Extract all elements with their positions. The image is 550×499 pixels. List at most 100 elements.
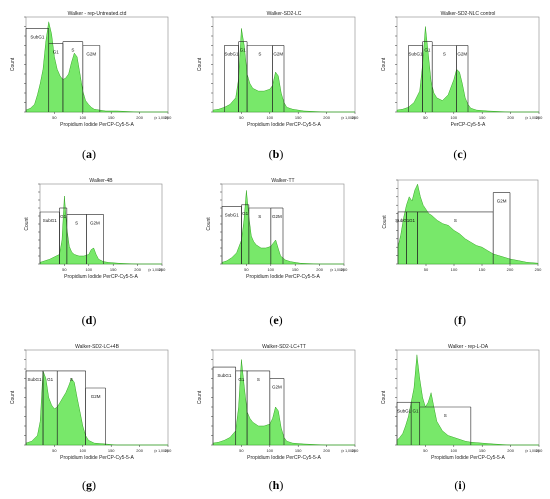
gate-label: S <box>71 48 74 53</box>
gate-label: G2M <box>457 52 467 57</box>
x-axis-label: PerCP-Cy5-5-A <box>451 122 486 128</box>
histogram-e: Walker-TT SubG1 G1 S G2M Count 50 100 150 200 250(… <box>206 178 348 280</box>
gate-label: G1 <box>53 50 60 55</box>
histogram-area <box>221 190 344 265</box>
y-axis-label: Count <box>381 390 387 404</box>
x-unit-label: (x 1,000) <box>341 449 355 453</box>
histogram-i: Walker - rep-L-DA SubG1 G1 S Count 50 100 150 20… <box>381 344 543 461</box>
x-tick-label: 250 <box>352 448 359 453</box>
histogram-f: SubG1 G1 S G2M Count 50 100 150 200 250 <box>382 179 542 272</box>
chart-panel-a: Walker - rep-Untreated.ctd SubG1 G1 S G2M Cou… <box>4 5 174 140</box>
x-tick-label: 100 <box>79 448 86 453</box>
panel-caption-e: (e) <box>269 313 283 327</box>
gate-label: G2M <box>91 394 101 399</box>
gate-label: SubG1 <box>395 218 410 223</box>
x-tick-label: 150 <box>292 267 299 272</box>
x-tick-label: 50 <box>239 448 244 453</box>
x-axis-label: Propidium Iodide PerCP-Cy5-5-A <box>60 455 134 461</box>
x-tick-label: 250 <box>165 448 172 453</box>
panel-caption-c: (c) <box>453 147 467 161</box>
x-tick-label: 50 <box>52 115 57 120</box>
x-axis-label: Propidium Iodide PerCP-Cy5-5-A <box>246 274 320 280</box>
panel-title: Walker-SD2-LC+TT <box>262 344 306 350</box>
x-tick-label: 200 <box>507 267 514 272</box>
x-tick-label: 50 <box>239 115 244 120</box>
x-tick-label: 150 <box>295 115 302 120</box>
gate-label: G1 <box>60 214 67 219</box>
panel-title: Walker - rep-Untreated.ctd <box>68 11 127 17</box>
chart-panel-b: Walker-SD2-LC SubG1 G1 S G2M Count 50 100 150 200… <box>191 5 361 140</box>
gate-label: S <box>444 413 447 418</box>
x-unit-label: (x 1,000) <box>154 449 168 453</box>
x-axis-label: Propidium Iodide PerCP-Cy5-5-A <box>247 122 321 128</box>
histogram-g: Walker-SD2-LC+4B SubG1 G1 S G2M Count 50 100 150… <box>10 344 172 461</box>
gate-label: G1 <box>47 377 54 382</box>
x-unit-label: (x 1,000) <box>330 268 344 272</box>
x-tick-label: 50 <box>62 267 67 272</box>
x-unit-label: (x 1,000) <box>525 449 539 453</box>
x-tick-label: 50 <box>244 267 249 272</box>
panel-caption-d: (d) <box>81 313 97 327</box>
chart-panel-i: Walker - rep-L-DA SubG1 G1 S Count 50 100 150 20… <box>375 338 545 473</box>
panel-title: Walker-TT <box>271 178 294 184</box>
y-axis-label: Count <box>381 57 387 71</box>
x-tick-label: 200 <box>323 448 330 453</box>
x-tick-label: 250 <box>352 115 359 120</box>
y-axis-label: Count <box>24 217 30 231</box>
x-tick-label: 200 <box>316 267 323 272</box>
gate-label: G2M <box>272 214 282 219</box>
gate-label: SubG1 <box>397 408 412 413</box>
histogram-area <box>397 183 539 265</box>
x-tick-label: 150 <box>479 448 486 453</box>
x-tick-label: 250 <box>159 267 166 272</box>
gate-label: G1 <box>412 408 419 413</box>
x-unit-label: (x 1,000) <box>341 116 355 120</box>
x-axis-label: Propidium Iodide PerCP-Cy5-5-A <box>431 455 505 461</box>
gate-label: SubG1 <box>28 377 43 382</box>
chart-panel-c: Walker-SD2-NLC control SubG1 G1 S G2M Count 50… <box>375 5 545 140</box>
x-tick-label: 100 <box>450 448 457 453</box>
x-tick-label: 100 <box>79 115 86 120</box>
gate-label: SubG1 <box>225 212 240 217</box>
gate-label: G1 <box>242 211 249 216</box>
gate-label: G1 <box>424 48 431 53</box>
x-tick-label: 200 <box>136 448 143 453</box>
gate-label: G2M <box>273 52 283 57</box>
x-unit-label: (x 1,000) <box>154 116 168 120</box>
x-tick-label: 150 <box>108 115 115 120</box>
x-tick-label: 250 <box>165 115 172 120</box>
x-tick-label: 100 <box>450 115 457 120</box>
y-axis-label: Count <box>197 57 203 71</box>
y-axis-label: Count <box>382 215 388 229</box>
panel-title: Walker-4B <box>89 178 113 184</box>
x-tick-label: 150 <box>295 448 302 453</box>
x-tick-label: 150 <box>479 267 486 272</box>
gate-label: G1 <box>238 377 245 382</box>
x-tick-label: 250 <box>536 448 543 453</box>
x-axis-label: Propidium Iodide PerCP-Cy5-5-A <box>60 122 134 128</box>
x-tick-label: 50 <box>423 448 428 453</box>
gate-label: S <box>75 220 78 225</box>
panel-title: Walker - rep-L-DA <box>448 344 489 350</box>
x-tick-label: 50 <box>423 115 428 120</box>
histogram-h: Walker-SD2-LC+TT SubG1 G1 S G2M Count 50 100 150… <box>197 344 359 461</box>
plot-frame <box>39 183 163 265</box>
x-tick-label: 100 <box>266 115 273 120</box>
x-unit-label: (x 1,000) <box>525 116 539 120</box>
x-tick-label: 150 <box>108 448 115 453</box>
x-tick-label: 200 <box>323 115 330 120</box>
gate-label: S <box>258 214 261 219</box>
gate-label: G2M <box>90 220 100 225</box>
panel-caption-h: (h) <box>268 478 284 492</box>
x-tick-label: 150 <box>479 115 486 120</box>
y-axis-label: Count <box>206 217 212 231</box>
x-tick-label: 100 <box>451 267 458 272</box>
x-tick-label: 250 <box>535 267 542 272</box>
gate-label: G1 <box>409 218 416 223</box>
histogram-area <box>212 28 355 113</box>
x-tick-label: 50 <box>424 267 429 272</box>
gate-label: S <box>454 218 457 223</box>
